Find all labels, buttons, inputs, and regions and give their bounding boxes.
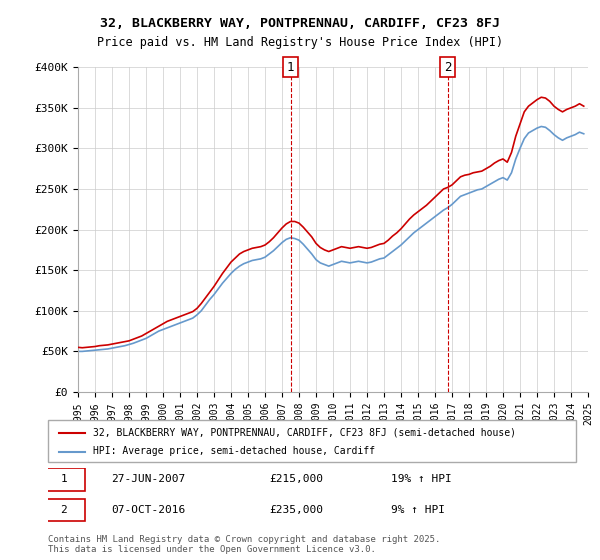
Text: 1: 1 bbox=[287, 60, 294, 74]
Text: 32, BLACKBERRY WAY, PONTPRENNAU, CARDIFF, CF23 8FJ: 32, BLACKBERRY WAY, PONTPRENNAU, CARDIFF… bbox=[100, 17, 500, 30]
FancyBboxPatch shape bbox=[43, 468, 85, 491]
Text: £235,000: £235,000 bbox=[270, 505, 324, 515]
Text: 1: 1 bbox=[61, 474, 67, 484]
FancyBboxPatch shape bbox=[48, 420, 576, 462]
Text: HPI: Average price, semi-detached house, Cardiff: HPI: Average price, semi-detached house,… bbox=[93, 446, 375, 456]
Text: 07-OCT-2016: 07-OCT-2016 bbox=[112, 505, 185, 515]
FancyBboxPatch shape bbox=[43, 499, 85, 521]
Text: £215,000: £215,000 bbox=[270, 474, 324, 484]
Text: 19% ↑ HPI: 19% ↑ HPI bbox=[391, 474, 452, 484]
Text: Price paid vs. HM Land Registry's House Price Index (HPI): Price paid vs. HM Land Registry's House … bbox=[97, 36, 503, 49]
Text: 2: 2 bbox=[61, 505, 67, 515]
Text: 32, BLACKBERRY WAY, PONTPRENNAU, CARDIFF, CF23 8FJ (semi-detached house): 32, BLACKBERRY WAY, PONTPRENNAU, CARDIFF… bbox=[93, 428, 516, 437]
Text: 27-JUN-2007: 27-JUN-2007 bbox=[112, 474, 185, 484]
Text: 9% ↑ HPI: 9% ↑ HPI bbox=[391, 505, 445, 515]
Text: Contains HM Land Registry data © Crown copyright and database right 2025.
This d: Contains HM Land Registry data © Crown c… bbox=[48, 535, 440, 554]
Text: 2: 2 bbox=[444, 60, 452, 74]
